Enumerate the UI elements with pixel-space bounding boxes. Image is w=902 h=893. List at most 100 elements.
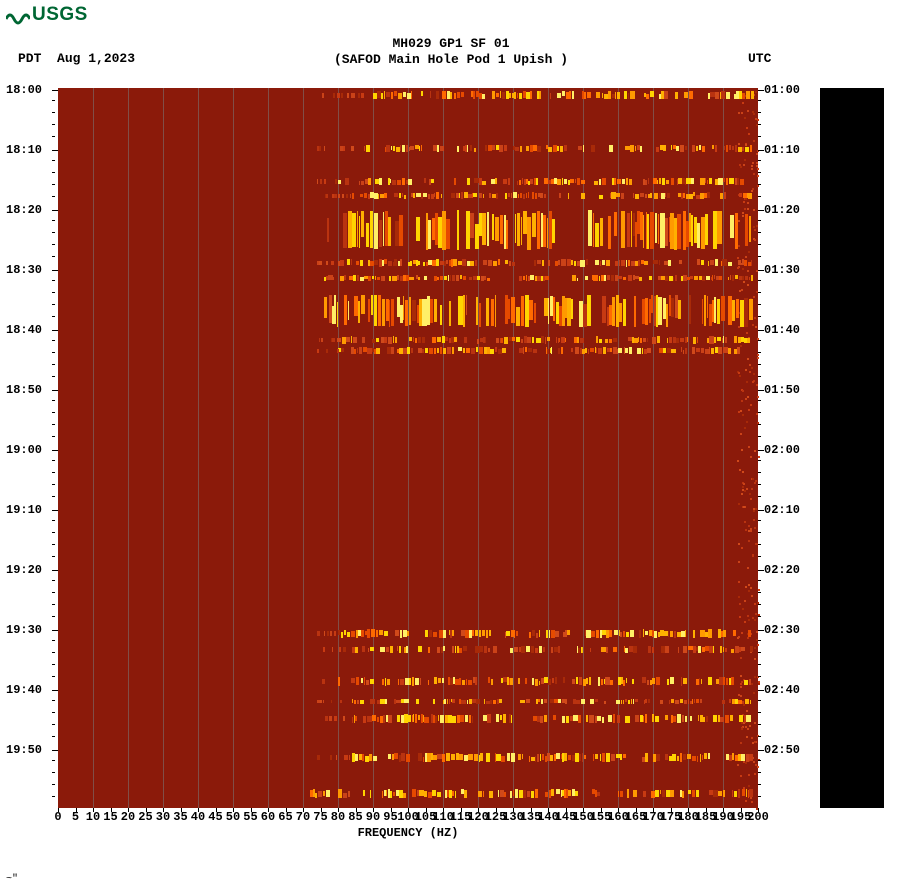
y-minor-tick (52, 796, 55, 797)
y-minor-tick (758, 124, 761, 125)
signal-band (58, 629, 758, 638)
y-minor-tick (52, 136, 55, 137)
y-minor-tick (758, 616, 761, 617)
y-minor-tick (52, 520, 55, 521)
y-minor-tick (52, 712, 55, 713)
y-minor-tick (52, 580, 55, 581)
y-tick (758, 270, 764, 271)
y-minor-tick (758, 400, 761, 401)
y-tick (52, 90, 58, 91)
y-minor-tick (758, 592, 761, 593)
y-minor-tick (758, 772, 761, 773)
y-minor-tick (758, 424, 761, 425)
x-tick (443, 808, 444, 812)
y-minor-tick (52, 244, 55, 245)
y-minor-tick (758, 220, 761, 221)
x-tick (688, 808, 689, 812)
x-tick (758, 808, 759, 812)
signal-band (58, 699, 758, 705)
y-minor-tick (758, 532, 761, 533)
y-minor-tick (52, 484, 55, 485)
y-minor-tick (52, 532, 55, 533)
y-minor-tick (52, 736, 55, 737)
y-minor-tick (52, 232, 55, 233)
signal-band (58, 677, 758, 686)
y-tick (52, 690, 58, 691)
y-tick-label-left: 18:00 (6, 83, 42, 97)
tz-right-label: UTC (748, 51, 771, 66)
y-minor-tick (758, 652, 761, 653)
signal-band (58, 336, 758, 343)
y-minor-tick (758, 544, 761, 545)
y-axis-labels-utc: 01:0001:1001:2001:3001:4001:5002:0002:10… (764, 88, 814, 808)
x-tick-label: 95 (383, 810, 397, 824)
y-minor-tick (758, 244, 761, 245)
signal-band (58, 275, 758, 281)
y-minor-tick (758, 184, 761, 185)
x-tick-label: 10 (86, 810, 100, 824)
y-minor-tick (758, 520, 761, 521)
signal-band (58, 210, 758, 250)
y-minor-tick (758, 676, 761, 677)
x-tick (583, 808, 584, 812)
y-minor-tick (758, 196, 761, 197)
y-tick-label-left: 19:10 (6, 503, 42, 517)
y-minor-tick (52, 376, 55, 377)
y-minor-tick (758, 664, 761, 665)
y-minor-tick (758, 760, 761, 761)
signal-band (58, 178, 758, 185)
y-tick-label-right: 01:20 (764, 203, 800, 217)
x-tick-label: 45 (208, 810, 222, 824)
title-line1: MH029 GP1 SF 01 (392, 36, 509, 51)
x-tick-label: 25 (138, 810, 152, 824)
y-tick (52, 750, 58, 751)
y-tick (52, 510, 58, 511)
x-tick-label: 75 (313, 810, 327, 824)
y-tick (52, 270, 58, 271)
x-tick (111, 808, 112, 812)
usgs-logo: USGS (6, 4, 88, 26)
y-tick-label-right: 01:40 (764, 323, 800, 337)
y-tick-label-left: 19:40 (6, 683, 42, 697)
title-line2: (SAFOD Main Hole Pod 1 Upish ) (334, 52, 568, 67)
signal-band (58, 145, 758, 152)
y-minor-tick (758, 352, 761, 353)
y-minor-tick (52, 664, 55, 665)
x-tick (496, 808, 497, 812)
x-tick (233, 808, 234, 812)
y-tick (758, 690, 764, 691)
y-tick-label-left: 18:10 (6, 143, 42, 157)
x-tick (408, 808, 409, 812)
y-minor-tick (758, 556, 761, 557)
y-tick-label-right: 02:10 (764, 503, 800, 517)
y-minor-tick (52, 352, 55, 353)
x-tick-label: 80 (331, 810, 345, 824)
x-tick (76, 808, 77, 812)
y-tick-label-left: 18:30 (6, 263, 42, 277)
x-tick (216, 808, 217, 812)
y-tick (52, 390, 58, 391)
x-tick (58, 808, 59, 812)
y-minor-tick (52, 556, 55, 557)
x-tick (741, 808, 742, 812)
x-tick-label: 30 (156, 810, 170, 824)
y-minor-tick (52, 220, 55, 221)
tz-right: UTC (748, 51, 771, 66)
x-tick-label: 5 (72, 810, 79, 824)
signal-band (58, 91, 758, 100)
x-tick (653, 808, 654, 812)
y-minor-tick (758, 784, 761, 785)
y-tick-label-right: 01:30 (764, 263, 800, 277)
y-minor-tick (52, 700, 55, 701)
y-minor-tick (52, 160, 55, 161)
x-tick (268, 808, 269, 812)
y-minor-tick (758, 796, 761, 797)
wave-icon (6, 5, 30, 25)
y-minor-tick (758, 112, 761, 113)
color-scale-bar (820, 88, 884, 808)
x-tick (198, 808, 199, 812)
x-tick-label: 65 (278, 810, 292, 824)
y-minor-tick (758, 340, 761, 341)
y-minor-tick (52, 196, 55, 197)
signal-band (58, 259, 758, 266)
